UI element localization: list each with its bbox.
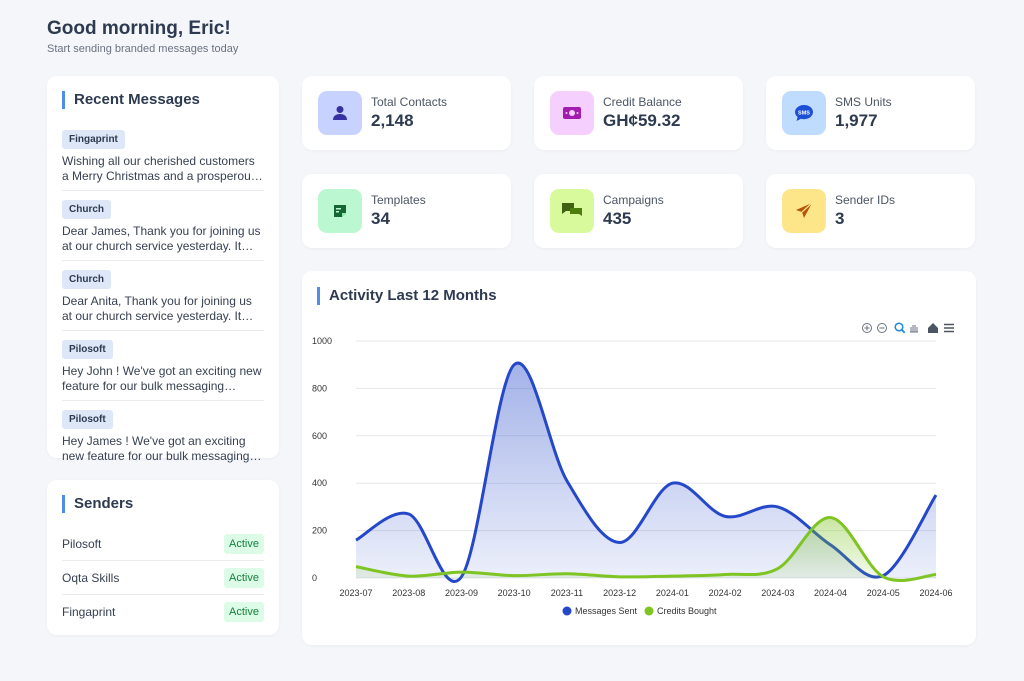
activity-chart: 0 200 400 600 800 1000 2023-07 2023-08 2023-09 20…: [312, 322, 954, 616]
message-item[interactable]: Pilosoft Hey James ! We've got an exciti…: [62, 401, 264, 470]
message-text: Dear James, Thank you for joining us at …: [62, 224, 261, 253]
legend-marker: [562, 606, 572, 616]
svg-text:SMS: SMS: [798, 111, 810, 117]
x-tick-label: 2024-02: [709, 588, 742, 598]
stat-label: Sender IDs: [835, 193, 896, 207]
y-tick-label: 800: [312, 383, 327, 393]
sender-name: Fingaprint: [62, 605, 116, 619]
senders-card: Senders Pilosoft Active Oqta Skills Acti…: [47, 480, 279, 635]
message-sender-tag: Church: [62, 270, 111, 289]
x-tick-label: 2024-04: [814, 588, 847, 598]
series-area: [356, 363, 936, 582]
recent-messages-title: Recent Messages: [62, 91, 264, 109]
legend-marker: [644, 606, 654, 616]
stat-label: Campaigns: [603, 193, 664, 207]
x-tick-label: 2024-01: [656, 588, 689, 598]
x-tick-label: 2024-03: [761, 588, 794, 598]
message-sender-tag: Church: [62, 200, 111, 219]
page-subtitle: Start sending branded messages today: [47, 43, 239, 55]
greeting: Good morning, Eric! Start sending brande…: [47, 18, 238, 55]
stat-value: GH¢59.32: [603, 111, 681, 130]
y-tick-label: 600: [312, 431, 327, 441]
x-tick-label: 2024-05: [867, 588, 900, 598]
stat-label: Credit Balance: [603, 95, 682, 109]
stat-card-total-contacts[interactable]: Total Contacts 2,148: [302, 76, 511, 150]
user-icon: [318, 91, 362, 135]
page-title: Good morning, Eric!: [47, 18, 231, 39]
menu-icon[interactable]: [944, 323, 954, 333]
message-sender-tag: Pilosoft: [62, 410, 113, 429]
legend-label: Messages Sent: [575, 606, 638, 616]
message-sender-tag: Fingaprint: [62, 130, 125, 149]
stat-value: 34: [371, 209, 390, 228]
sms-icon: SMS: [782, 91, 826, 135]
legend-label: Credits Bought: [657, 606, 717, 616]
x-tick-label: 2023-09: [445, 588, 478, 598]
status-badge: Active: [224, 567, 264, 588]
sender-row[interactable]: Oqta Skills Active: [62, 561, 264, 595]
stat-card-sender-ids[interactable]: Sender IDs 3: [766, 174, 975, 248]
stat-card-campaigns[interactable]: Campaigns 435: [534, 174, 743, 248]
zoom-in-icon[interactable]: [862, 323, 872, 333]
y-tick-label: 1000: [312, 336, 332, 346]
stat-value: 3: [835, 209, 845, 228]
stat-value: 2,148: [371, 111, 414, 130]
x-tick-label: 2023-08: [392, 588, 425, 598]
y-tick-label: 0: [312, 573, 317, 583]
recent-messages-card: Recent Messages Fingaprint Wishing all o…: [47, 76, 279, 463]
senders-title: Senders: [62, 495, 264, 513]
message-item[interactable]: Pilosoft Hey John ! We've got an excitin…: [62, 331, 264, 401]
stat-label: SMS Units: [835, 95, 892, 109]
message-text: Dear Anita, Thank you for joining us at …: [62, 294, 252, 323]
chart-plot: 0 200 400 600 800 1000 2023-07 2023-08 2023-09 20…: [312, 336, 953, 616]
y-tick-label: 400: [312, 478, 327, 488]
stat-value: 435: [603, 209, 632, 228]
x-tick-label: 2023-11: [551, 588, 583, 598]
stat-card-credit-balance[interactable]: Credit Balance GH¢59.32: [534, 76, 743, 150]
series-area: [356, 517, 936, 581]
chart-toolbar: [862, 322, 954, 334]
zoom-selection-icon[interactable]: [894, 322, 906, 334]
x-tick-label: 2024-06: [919, 588, 952, 598]
sender-row[interactable]: Fingaprint Active: [62, 595, 264, 629]
chat-icon: [550, 189, 594, 233]
x-tick-label: 2023-10: [498, 588, 531, 598]
series-line: [355, 516, 937, 582]
template-icon: [318, 189, 362, 233]
stat-label: Total Contacts: [371, 95, 448, 109]
pan-icon[interactable]: [910, 325, 918, 333]
chart-title: Activity Last 12 Months: [317, 287, 961, 305]
status-badge: Active: [224, 533, 264, 554]
message-item[interactable]: Fingaprint Wishing all our cherished cus…: [62, 121, 264, 191]
message-text: Hey James ! We've got an exciting new fe…: [62, 434, 250, 463]
status-badge: Active: [224, 602, 264, 622]
stat-card-sms-units[interactable]: SMS SMS Units 1,977: [766, 76, 975, 150]
stat-card-templates[interactable]: Templates 34: [302, 174, 511, 248]
home-icon[interactable]: [928, 323, 938, 333]
send-icon: [782, 189, 826, 233]
message-text: Hey John ! We've got an exciting new fea…: [62, 364, 262, 393]
money-icon: [550, 91, 594, 135]
message-item[interactable]: Church Dear James, Thank you for joining…: [62, 191, 264, 261]
x-tick-label: 2023-07: [339, 588, 372, 598]
sender-name: Pilosoft: [62, 536, 102, 551]
sender-row[interactable]: Pilosoft Active: [62, 527, 264, 561]
activity-chart-card: 0 200 400 600 800 1000 2023-07 2023-08 2023-09 20…: [302, 271, 976, 645]
stat-label: Templates: [371, 193, 426, 207]
sender-name: Oqta Skills: [62, 570, 120, 585]
message-text: Wishing all our cherished customers a Me…: [62, 154, 257, 183]
y-tick-label: 200: [312, 526, 327, 536]
message-sender-tag: Pilosoft: [62, 340, 113, 359]
stat-value: 1,977: [835, 111, 878, 130]
message-item[interactable]: Church Dear Anita, Thank you for joining…: [62, 261, 264, 331]
zoom-out-icon[interactable]: [877, 323, 887, 333]
x-tick-label: 2023-12: [603, 588, 636, 598]
